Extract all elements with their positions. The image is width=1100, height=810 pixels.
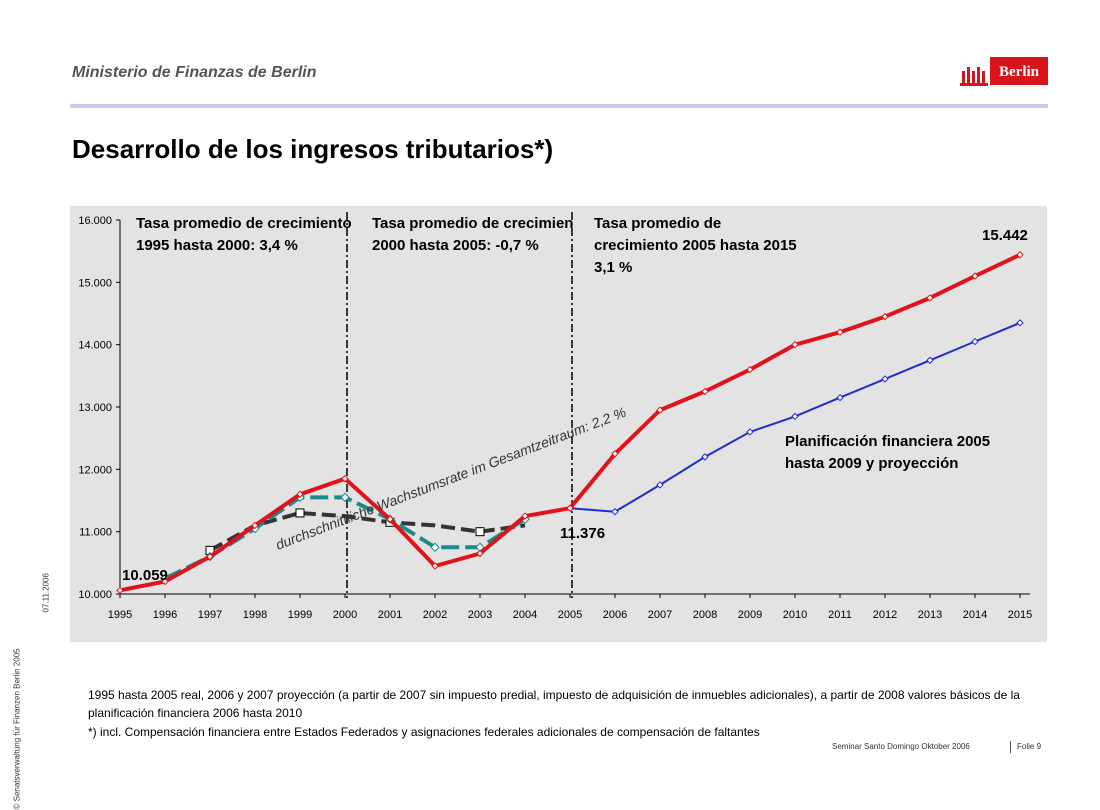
series-point-blue <box>701 453 709 461</box>
x-tick-label: 1998 <box>243 609 267 621</box>
series-point-blue <box>971 337 979 346</box>
x-tick-label: 2003 <box>468 609 492 621</box>
y-tick-label: 13.000 <box>78 402 112 414</box>
x-tick-label: 2014 <box>963 609 987 621</box>
logo-text: Berlin <box>999 64 1040 80</box>
series-point-red <box>251 521 259 530</box>
series-line-darkgray <box>209 510 526 553</box>
x-tick-label: 2004 <box>513 609 537 621</box>
annotation-period1: 1995 hasta 2000: 3,4 % <box>136 237 298 254</box>
series-point-teal <box>340 492 350 503</box>
y-tick-label: 15.000 <box>78 277 112 289</box>
series-point-red <box>521 512 529 520</box>
x-tick-label: 2006 <box>603 609 627 621</box>
series-point-red <box>881 312 889 321</box>
series-point-red <box>431 562 439 570</box>
annotation-planning: Planificación financiera 2005 <box>785 433 990 450</box>
x-tick-label: 2007 <box>648 609 672 621</box>
x-tick-label: 1999 <box>288 609 312 621</box>
annotation-planning: hasta 2009 y proyección <box>785 455 958 472</box>
x-tick-label: 1995 <box>108 609 132 621</box>
y-tick-label: 14.000 <box>78 340 112 352</box>
series-point-blue <box>611 508 619 516</box>
chart-background <box>70 206 1047 642</box>
series-point-red <box>116 586 124 595</box>
berlin-logo: Berlin <box>960 57 1048 86</box>
x-tick-label: 2000 <box>333 609 357 621</box>
x-tick-label: 2005 <box>558 609 582 621</box>
series-point-red <box>971 272 979 280</box>
footer-seminar: Seminar Santo Domingo Oktober 2006 <box>832 742 970 751</box>
series-point-blue <box>836 393 844 402</box>
x-tick-label: 2013 <box>918 609 942 621</box>
series-point-red <box>566 504 574 512</box>
annotation-period1: Tasa promedio de crecimiento <box>136 215 352 232</box>
annotation-2005-value: 11.376 <box>560 525 605 542</box>
series-point-red <box>206 552 214 561</box>
annotation-period3: 3,1 % <box>594 259 632 276</box>
series-point-blue <box>746 428 754 436</box>
footnote-data-source: 1995 hasta 2005 real, 2006 y 2007 proyec… <box>88 688 1020 720</box>
series-point-blue <box>791 412 799 421</box>
series-point-blue <box>1016 319 1024 327</box>
series-point-red <box>341 474 349 483</box>
annotation-period2: 2000 hasta 2005: -0,7 % <box>372 237 539 254</box>
footnote-definition: *) incl. Compensación financiera entre E… <box>88 725 760 739</box>
x-tick-label: 2002 <box>423 609 447 621</box>
footer-separator <box>1010 741 1011 753</box>
annotation-period2: Tasa promedio de crecimien <box>372 215 573 232</box>
x-tick-label: 2011 <box>828 609 852 621</box>
series-point-red <box>161 577 169 586</box>
series-point-red <box>926 294 934 302</box>
annotation-period3: crecimiento 2005 hasta 2015 <box>594 237 797 254</box>
annotation-2015-value: 15.442 <box>982 227 1028 244</box>
x-tick-label: 2015 <box>1008 609 1032 621</box>
series-point-teal <box>430 542 440 552</box>
series-point-red <box>296 490 304 498</box>
organization-name: Ministerio de Finanzas de Berlin <box>72 64 317 81</box>
series-point-red <box>611 450 619 458</box>
x-tick-label: 1996 <box>153 609 177 621</box>
annotation-start-value: 10.059 <box>122 567 168 584</box>
y-tick-label: 11.000 <box>79 527 112 539</box>
series-point-darkgray <box>475 527 485 537</box>
series-point-red <box>476 549 484 558</box>
series-point-red <box>1016 251 1024 259</box>
header-rule <box>70 104 1048 108</box>
annotation-period3: Tasa promedio de <box>594 215 721 232</box>
y-tick-label: 10.000 <box>78 589 112 601</box>
x-tick-label: 2008 <box>693 609 717 621</box>
series-point-red <box>386 515 394 523</box>
series-point-darkgray <box>295 508 305 518</box>
tax-revenue-chart: 10.000 11.000 12.000 13.000 14.000 15.000 16.0… <box>70 206 1047 642</box>
series-point-red <box>701 387 709 396</box>
series-point-blue <box>656 481 664 489</box>
series-point-blue <box>881 375 889 383</box>
x-tick-label: 2010 <box>783 609 807 621</box>
x-tick-label: 1997 <box>198 609 222 621</box>
page-title: Desarrollo de los ingresos tributarios*) <box>72 134 554 164</box>
series-point-red <box>791 340 799 349</box>
series-point-red <box>656 406 664 414</box>
series-point-red <box>836 328 844 336</box>
footer-slide-number: Folie 9 <box>1017 742 1042 751</box>
y-tick-label: 12.000 <box>78 464 112 476</box>
y-tick-label: 16.000 <box>78 215 112 227</box>
series-point-blue <box>926 356 934 364</box>
x-tick-label: 2009 <box>738 609 762 621</box>
x-tick-label: 2001 <box>378 609 402 621</box>
series-point-red <box>746 365 754 374</box>
x-tick-label: 2012 <box>873 609 897 621</box>
